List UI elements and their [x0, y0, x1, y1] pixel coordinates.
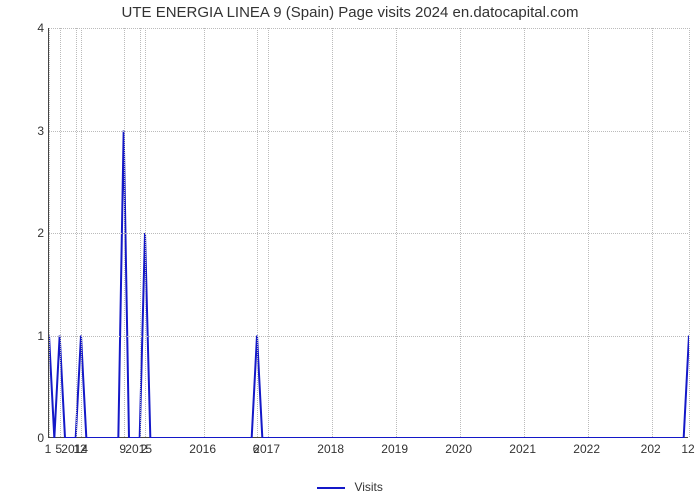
y-tick-label: 0	[24, 431, 44, 445]
legend-label: Visits	[354, 480, 382, 494]
y-tick-label: 2	[24, 226, 44, 240]
chart-title: UTE ENERGIA LINEA 9 (Spain) Page visits …	[0, 4, 700, 21]
x-major-label: 2016	[189, 442, 216, 456]
y-tick-label: 4	[24, 21, 44, 35]
v-gridline-spike	[257, 28, 258, 437]
v-gridline	[204, 28, 205, 437]
y-tick-label: 1	[24, 329, 44, 343]
legend: Visits	[0, 480, 700, 494]
x-major-label: 202	[641, 442, 661, 456]
x-spike-label: 1	[45, 442, 52, 456]
v-gridline	[332, 28, 333, 437]
x-major-label: 2019	[381, 442, 408, 456]
v-gridline-spike	[689, 28, 690, 437]
v-gridline	[460, 28, 461, 437]
v-gridline	[268, 28, 269, 437]
y-tick-label: 3	[24, 124, 44, 138]
v-gridline-spike	[60, 28, 61, 437]
v-gridline-spike	[49, 28, 50, 437]
x-major-label: 2021	[509, 442, 536, 456]
x-spike-label: 6	[253, 442, 260, 456]
x-spike-label: 12	[681, 442, 694, 456]
v-gridline-spike	[81, 28, 82, 437]
x-major-label: 2020	[445, 442, 472, 456]
v-gridline	[652, 28, 653, 437]
v-gridline	[140, 28, 141, 437]
x-spike-label: 5	[55, 442, 62, 456]
v-gridline	[396, 28, 397, 437]
plot-area	[48, 28, 688, 438]
v-gridline-spike	[124, 28, 125, 437]
v-gridline	[524, 28, 525, 437]
v-gridline	[76, 28, 77, 437]
v-gridline-spike	[145, 28, 146, 437]
x-major-label: 2018	[317, 442, 344, 456]
x-major-label: 2015	[125, 442, 152, 456]
x-major-label: 2022	[573, 442, 600, 456]
x-spike-label: 9	[119, 442, 126, 456]
v-gridline	[588, 28, 589, 437]
x-spike-label: 2	[141, 442, 148, 456]
x-spike-label: 12	[73, 442, 86, 456]
legend-swatch	[317, 487, 345, 489]
